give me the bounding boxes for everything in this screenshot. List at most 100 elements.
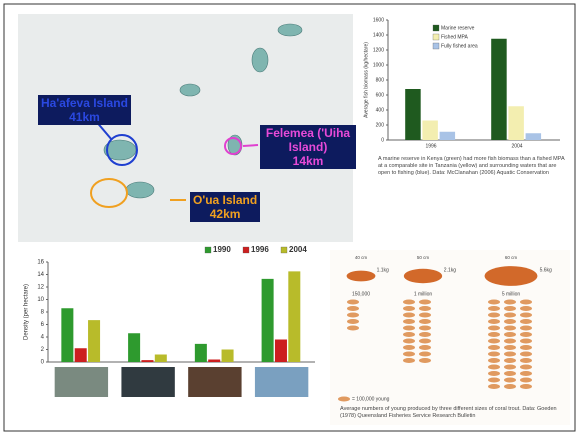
fish-small: [504, 313, 516, 318]
bar: [208, 360, 220, 363]
y-tick-label: 16: [37, 260, 44, 266]
fish-small: [347, 326, 359, 331]
fish-small: [488, 326, 500, 331]
legend-swatch: [205, 247, 211, 253]
fish-small: [488, 345, 500, 350]
fish-small: [488, 371, 500, 376]
y-tick-label: 14: [37, 272, 44, 278]
legend-swatch: [433, 25, 439, 31]
y-tick-label: 8: [41, 310, 45, 316]
size-label: 40 cm: [355, 255, 368, 260]
fish: [404, 269, 442, 283]
fish-small: [504, 345, 516, 350]
label: O'ua Island: [193, 193, 257, 207]
caption: Average numbers of young produced by thr…: [340, 406, 565, 420]
fish-small: [419, 358, 431, 363]
bar: [195, 344, 207, 362]
fish-small: [403, 332, 415, 337]
fish-small: [504, 365, 516, 370]
fish-small: [403, 306, 415, 311]
fish-small: [504, 326, 516, 331]
fish-small: [403, 313, 415, 318]
fish-small: [419, 326, 431, 331]
x-tick-label: 2004: [511, 143, 522, 149]
bar: [262, 279, 274, 362]
fish-small: [520, 365, 532, 370]
young-label: 150,000: [352, 291, 370, 297]
fish-small: [520, 384, 532, 389]
legend-label: 2004: [289, 245, 307, 254]
bar: [75, 348, 87, 362]
y-axis-label: Average fish biomass (kg/hectare): [363, 42, 369, 118]
fish-small: [488, 300, 500, 305]
y-tick-label: 600: [376, 92, 385, 98]
legend-label: 1996: [251, 245, 269, 254]
fish-small: [419, 313, 431, 318]
fish-small: [488, 365, 500, 370]
fish-small: [504, 300, 516, 305]
bar: [222, 350, 234, 363]
young-label: 1 million: [414, 291, 433, 297]
bar: [526, 133, 541, 140]
label: 41km: [69, 110, 100, 124]
label: 14km: [293, 154, 324, 168]
fish-small: [403, 300, 415, 305]
fish-small: [403, 326, 415, 331]
fish-small: [347, 319, 359, 324]
map-label: Felemea ('Uiha Island)14km: [260, 125, 356, 169]
y-tick-label: 400: [376, 107, 385, 113]
legend-label: Marine reserve: [441, 25, 475, 31]
size-label: 60 cm: [505, 255, 518, 260]
y-axis-label: Density (per hectare): [24, 284, 30, 340]
photo: [121, 367, 174, 397]
bar: [141, 360, 153, 362]
fish-small: [520, 306, 532, 311]
size-label: 50 cm: [417, 255, 430, 260]
bar: [275, 340, 287, 363]
y-tick-label: 1400: [373, 32, 384, 38]
fish-small: [504, 384, 516, 389]
fish-small: [520, 352, 532, 357]
fish-small: [419, 332, 431, 337]
bar: [288, 271, 300, 362]
fish-small: [488, 378, 500, 383]
fish-small: [488, 319, 500, 324]
weight-label: 1.1kg: [377, 267, 389, 273]
fish: [485, 266, 538, 286]
photo: [55, 367, 108, 397]
fish-small: [520, 371, 532, 376]
caption: A marine reserve in Kenya (green) had mo…: [378, 156, 568, 177]
legend-swatch: [433, 43, 439, 49]
fish-small: [403, 345, 415, 350]
y-tick-label: 200: [376, 122, 385, 128]
fish-small: [488, 313, 500, 318]
fish-small: [488, 332, 500, 337]
fish: [347, 271, 376, 282]
fish-small: [520, 326, 532, 331]
fish-small: [504, 371, 516, 376]
fish-small: [488, 358, 500, 363]
y-tick-label: 1000: [373, 62, 384, 68]
legend-swatch: [243, 247, 249, 253]
fish-small: [403, 358, 415, 363]
fish-small: [504, 319, 516, 324]
fish-small: [347, 300, 359, 305]
legend-label: 1990: [213, 245, 231, 254]
fish-small: [419, 300, 431, 305]
fish-small: [403, 339, 415, 344]
key-label: = 100,000 young: [352, 396, 390, 402]
legend-label: Fished MPA: [441, 34, 469, 40]
fish-small: [347, 306, 359, 311]
fish-small: [520, 345, 532, 350]
y-tick-label: 12: [37, 285, 44, 291]
fish-small: [520, 358, 532, 363]
bar: [88, 320, 100, 362]
bar: [440, 132, 455, 140]
fish-small: [347, 313, 359, 318]
weight-label: 2.1kg: [444, 267, 456, 273]
y-tick-label: 10: [37, 297, 44, 303]
photo: [255, 367, 308, 397]
fish-small: [419, 352, 431, 357]
fish-small: [488, 384, 500, 389]
y-tick-label: 1600: [373, 17, 384, 23]
